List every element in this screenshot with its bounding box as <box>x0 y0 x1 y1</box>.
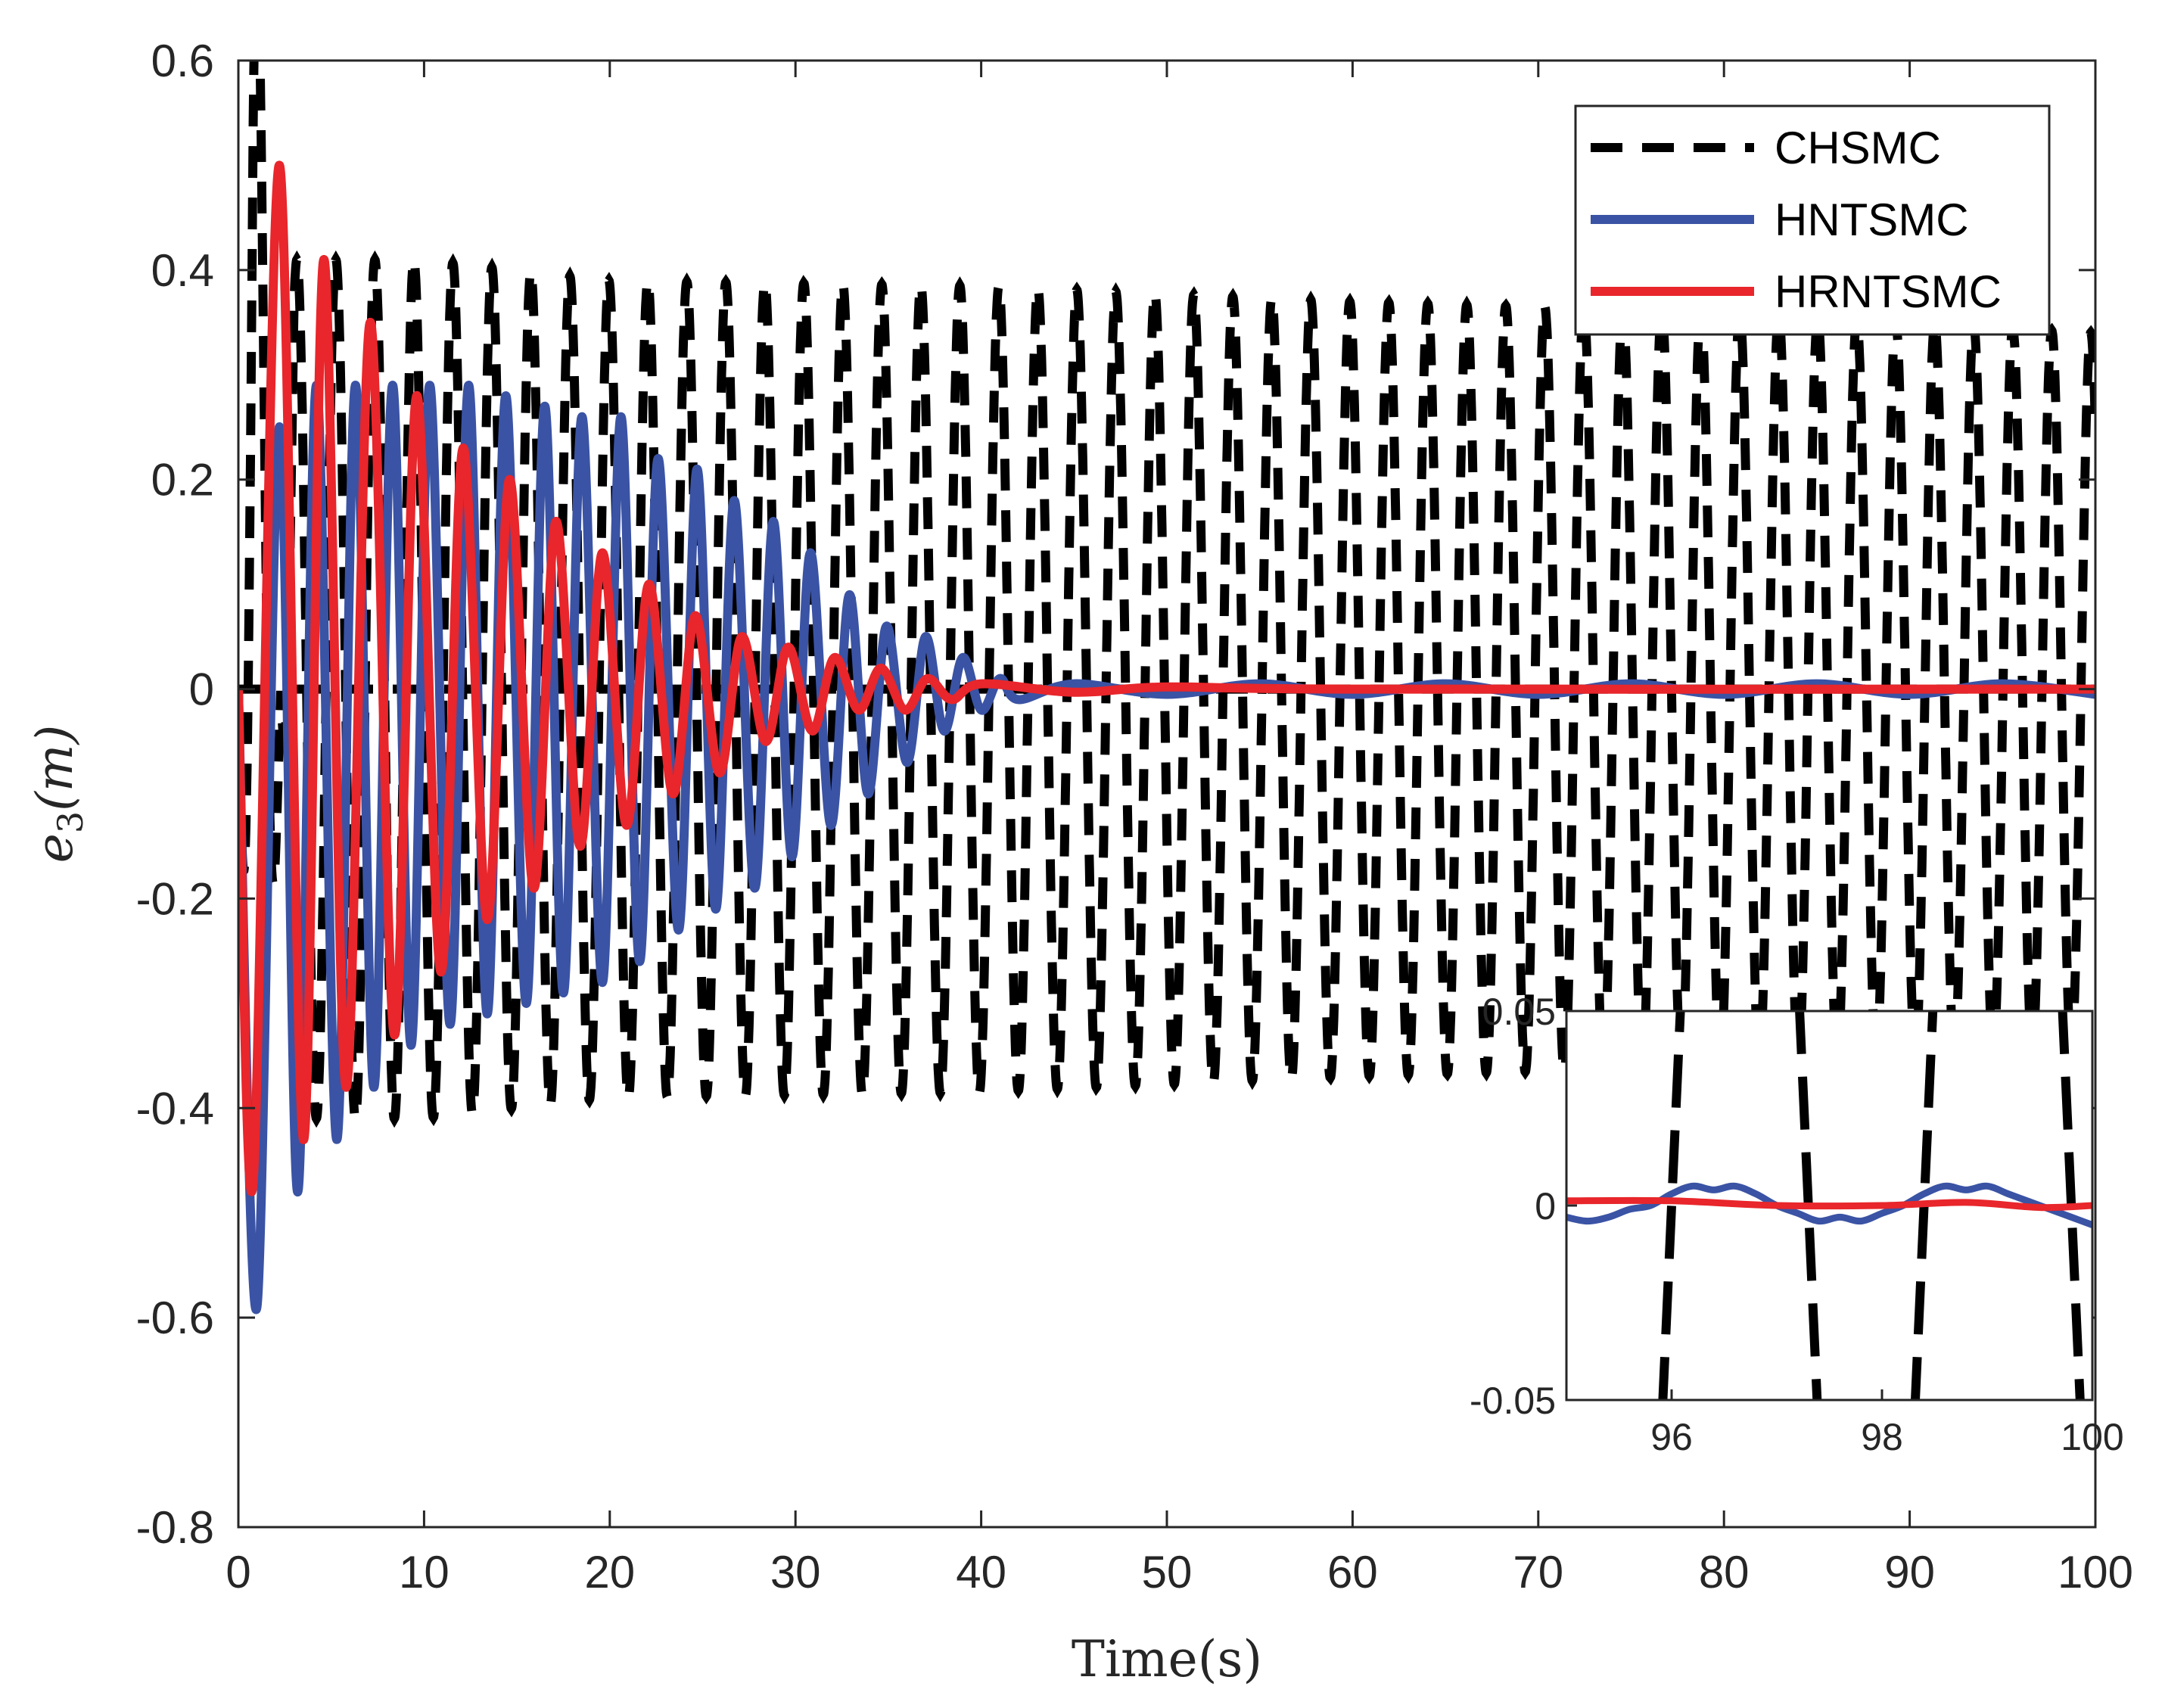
inset-series-layer <box>1566 1011 2092 1400</box>
legend-label-hntsmc: HNTSMC <box>1775 194 1969 245</box>
legend-label-hrntsmc: HRNTSMC <box>1775 266 2002 317</box>
inset-x-ticks: 96 98 100 <box>1650 1389 2124 1458</box>
x-tick-label: 90 <box>1884 1547 1935 1598</box>
x-axis-label: Time(s) <box>1072 1630 1262 1688</box>
x-tick-label: 100 <box>2058 1547 2133 1598</box>
y-tick-label: 0.4 <box>151 245 214 296</box>
y-axis-label-sub: 3 <box>50 811 91 833</box>
inset-x-tick-label: 98 <box>1861 1416 1903 1458</box>
inset-chsmc-segment <box>2058 1011 2085 1400</box>
series-layer <box>238 61 2095 1314</box>
inset-hntsmc-line <box>1566 1182 2092 1228</box>
inset-chsmc-segment <box>1911 1011 1938 1400</box>
inset-plot: 96 98 100 -0.05 0 0.05 <box>1470 991 2124 1458</box>
x-ticks: 0 10 20 30 40 50 60 70 80 90 100 <box>226 61 2133 1598</box>
series-hntsmc-line <box>238 381 2095 1314</box>
series-hrntsmc-line <box>238 160 2095 1196</box>
inset-y-tick-label: 0 <box>1535 1185 1556 1227</box>
y-axis-label: e3(m) <box>26 725 91 863</box>
y-tick-label: -0.4 <box>136 1083 214 1134</box>
y-tick-label: -0.2 <box>136 873 214 924</box>
series-chsmc-line <box>238 61 2095 1128</box>
inset-chsmc-segment <box>1795 1011 1822 1400</box>
inset-hrntsmc-line <box>1566 1196 2092 1212</box>
y-tick-label: 0.6 <box>151 36 214 86</box>
y-tick-label: -0.6 <box>136 1293 214 1343</box>
x-tick-label: 20 <box>584 1547 635 1598</box>
x-tick-label: 40 <box>956 1547 1006 1598</box>
x-tick-label: 30 <box>770 1547 821 1598</box>
inset-y-tick-label: 0.05 <box>1482 991 1556 1033</box>
y-axis-label-unit: (m) <box>26 725 84 811</box>
x-tick-label: 0 <box>226 1547 250 1598</box>
x-tick-label: 50 <box>1142 1547 1193 1598</box>
y-ticks: -0.8 -0.6 -0.4 -0.2 0 0.2 0.4 0.6 <box>136 36 2095 1553</box>
x-tick-label: 60 <box>1327 1547 1378 1598</box>
svg-text:e3(m): e3(m) <box>26 725 91 863</box>
legend: CHSMC HNTSMC HRNTSMC <box>1574 104 2051 336</box>
x-tick-label: 10 <box>399 1547 449 1598</box>
x-tick-label: 80 <box>1699 1547 1750 1598</box>
inset-chsmc-segment <box>1658 1011 1685 1400</box>
legend-label-chsmc: CHSMC <box>1775 123 1941 173</box>
x-tick-label: 70 <box>1513 1547 1563 1598</box>
y-tick-label: 0.2 <box>151 455 214 506</box>
inset-y-ticks: -0.05 0 0.05 <box>1470 991 1577 1422</box>
y-axis-label-base: e <box>26 833 84 863</box>
y-tick-label: 0 <box>189 664 214 715</box>
inset-x-tick-label: 96 <box>1650 1416 1693 1458</box>
y-tick-label: -0.8 <box>136 1502 214 1553</box>
inset-x-tick-label: 100 <box>2061 1416 2123 1458</box>
inset-y-tick-label: -0.05 <box>1470 1380 1556 1422</box>
